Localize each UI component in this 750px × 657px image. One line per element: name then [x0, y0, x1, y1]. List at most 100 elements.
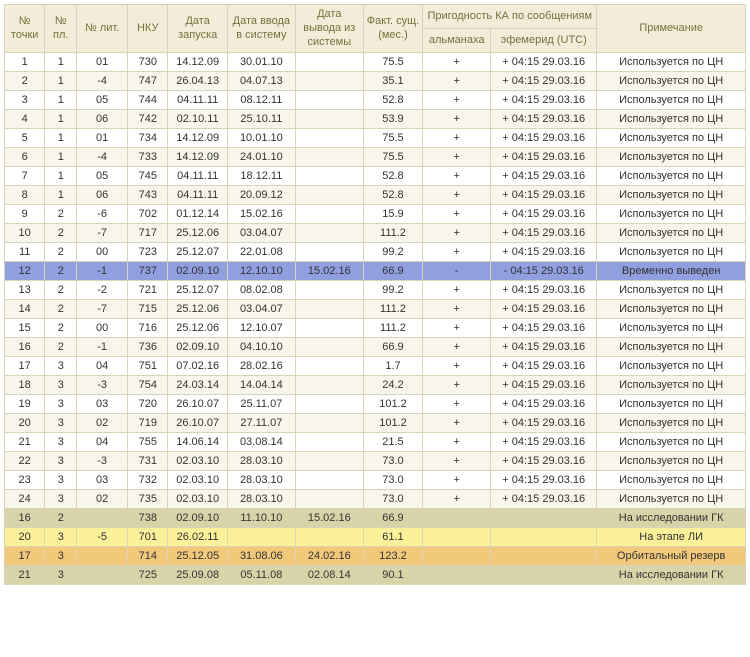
table-cell: 25.12.07 [168, 281, 227, 300]
table-row: 2430273502.03.1028.03.1073.0++ 04:15 29.… [5, 490, 746, 509]
table-cell: 2 [45, 262, 77, 281]
glonass-status-table: № точки№ пл.№ лит.НКУДата запускаДата вв… [4, 4, 746, 585]
col-header: НКУ [128, 5, 168, 53]
table-cell: 1 [45, 148, 77, 167]
table-cell: 20 [5, 528, 45, 547]
table-cell: 3 [45, 414, 77, 433]
table-cell: 10 [5, 224, 45, 243]
table-cell: На исследовании ГК [597, 509, 746, 528]
table-cell: 3 [45, 433, 77, 452]
table-cell: Используется по ЦН [597, 110, 746, 129]
table-cell: + [423, 319, 491, 338]
table-cell: 744 [128, 91, 168, 110]
table-cell: 747 [128, 72, 168, 91]
table-row: 1120072325.12.0722.01.0899.2++ 04:15 29.… [5, 243, 746, 262]
table-cell: 2 [45, 224, 77, 243]
table-cell: 25.12.07 [168, 243, 227, 262]
table-row: 61-473314.12.0924.01.1075.5++ 04:15 29.0… [5, 148, 746, 167]
table-cell: 05.11.08 [227, 566, 295, 585]
table-cell: 20 [5, 414, 45, 433]
table-cell: + 04:15 29.03.16 [491, 357, 597, 376]
table-cell: 720 [128, 395, 168, 414]
table-cell: 736 [128, 338, 168, 357]
table-cell: + [423, 395, 491, 414]
table-cell: 01.12.14 [168, 205, 227, 224]
table-header: № точки№ пл.№ лит.НКУДата запускаДата вв… [5, 5, 746, 53]
table-cell: + 04:15 29.03.16 [491, 148, 597, 167]
table-cell: 3 [45, 471, 77, 490]
table-cell: 03 [77, 395, 128, 414]
table-cell: + 04:15 29.03.16 [491, 167, 597, 186]
table-cell: Используется по ЦН [597, 395, 746, 414]
table-cell [295, 167, 363, 186]
table-cell: 75.5 [363, 53, 422, 72]
table-cell: 2 [45, 300, 77, 319]
table-cell: 66.9 [363, 509, 422, 528]
table-cell: 25.11.07 [227, 395, 295, 414]
table-cell: 1 [45, 167, 77, 186]
table-cell [423, 547, 491, 566]
table-cell: 751 [128, 357, 168, 376]
table-cell: 15 [5, 319, 45, 338]
table-cell: 3 [45, 566, 77, 585]
table-cell [295, 129, 363, 148]
table-cell: Используется по ЦН [597, 414, 746, 433]
table-cell: -4 [77, 148, 128, 167]
table-cell [295, 471, 363, 490]
table-cell: 02.03.10 [168, 471, 227, 490]
table-row: 21-474726.04.1304.07.1335.1++ 04:15 29.0… [5, 72, 746, 91]
table-cell: 2 [5, 72, 45, 91]
table-cell: 06 [77, 110, 128, 129]
table-row: 2130475514.06.1403.08.1421.5++ 04:15 29.… [5, 433, 746, 452]
table-cell: 714 [128, 547, 168, 566]
table-cell: -2 [77, 281, 128, 300]
table-cell: 04 [77, 357, 128, 376]
table-cell: 52.8 [363, 186, 422, 205]
table-cell: + [423, 148, 491, 167]
table-cell: 25.12.05 [168, 547, 227, 566]
table-cell [491, 547, 597, 566]
table-cell: 02 [77, 490, 128, 509]
table-cell: 16 [5, 509, 45, 528]
table-cell: Используется по ЦН [597, 471, 746, 490]
table-cell: Используется по ЦН [597, 433, 746, 452]
table-cell [295, 91, 363, 110]
table-cell: 24.02.16 [295, 547, 363, 566]
table-cell: -7 [77, 224, 128, 243]
table-cell: 00 [77, 243, 128, 262]
table-cell: 26.04.13 [168, 72, 227, 91]
col-header: Факт. сущ. (мес.) [363, 5, 422, 53]
table-cell: 2 [45, 319, 77, 338]
table-row: 132-272125.12.0708.02.0899.2++ 04:15 29.… [5, 281, 746, 300]
table-cell: 66.9 [363, 262, 422, 281]
table-cell: + 04:15 29.03.16 [491, 395, 597, 414]
table-cell: + [423, 471, 491, 490]
table-cell: + [423, 186, 491, 205]
table-cell: 721 [128, 281, 168, 300]
table-cell: 1 [5, 53, 45, 72]
table-cell: 13 [5, 281, 45, 300]
table-cell: 15.9 [363, 205, 422, 224]
table-cell: 2 [45, 338, 77, 357]
table-cell: + 04:15 29.03.16 [491, 300, 597, 319]
table-cell [295, 490, 363, 509]
table-cell: + 04:15 29.03.16 [491, 72, 597, 91]
table-cell: 18.12.11 [227, 167, 295, 186]
table-cell: 00 [77, 319, 128, 338]
table-cell [295, 414, 363, 433]
table-cell: 31.08.06 [227, 547, 295, 566]
table-cell: Используется по ЦН [597, 129, 746, 148]
table-cell: 04.10.10 [227, 338, 295, 357]
table-cell: -7 [77, 300, 128, 319]
table-cell: 08.12.11 [227, 91, 295, 110]
table-cell: 101.2 [363, 395, 422, 414]
table-cell [295, 395, 363, 414]
table-cell: Используется по ЦН [597, 243, 746, 262]
table-cell: Используется по ЦН [597, 167, 746, 186]
col-header: № пл. [45, 5, 77, 53]
table-cell [295, 148, 363, 167]
table-row: 1730475107.02.1628.02.161.7++ 04:15 29.0… [5, 357, 746, 376]
table-cell: 12 [5, 262, 45, 281]
table-cell: -3 [77, 376, 128, 395]
table-cell: 61.1 [363, 528, 422, 547]
